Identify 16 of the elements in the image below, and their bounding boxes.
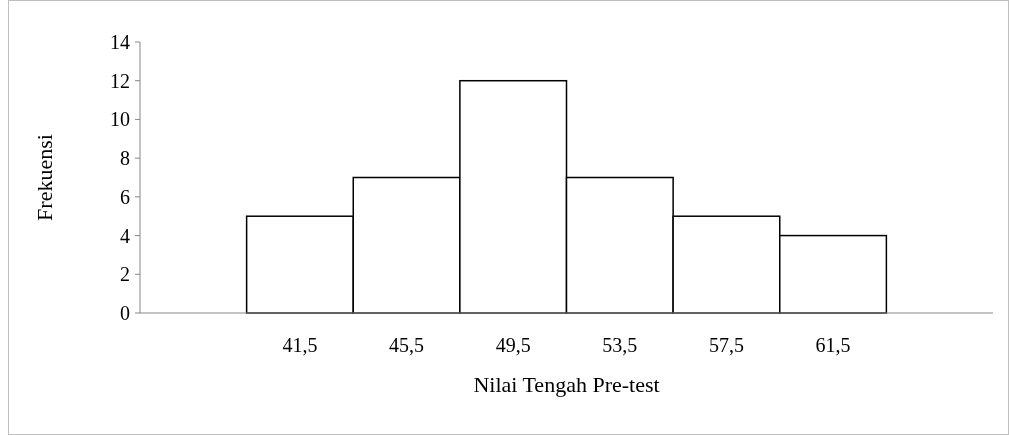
y-tick-label: 8: [120, 147, 130, 170]
x-tick-label: 45,5: [389, 334, 425, 356]
y-tick-label: 0: [120, 302, 130, 324]
y-tick-label: 10: [110, 108, 130, 131]
y-tick-label: 12: [110, 69, 130, 92]
y-tick-label: 6: [120, 185, 130, 208]
y-tick-label: 14: [110, 31, 130, 53]
x-axis-title: Nilai Tengah Pre-test: [473, 372, 660, 397]
y-tick-label: 2: [120, 263, 130, 286]
x-tick-label: 61,5: [815, 334, 851, 356]
y-tick-label: 4: [120, 224, 130, 247]
x-tick-label: 53,5: [602, 334, 638, 356]
x-tick-label: 41,5: [282, 334, 318, 356]
x-tick-label: 49,5: [495, 334, 531, 356]
x-tick-label: 57,5: [708, 334, 744, 356]
y-axis-title: Frekuensi: [32, 134, 57, 221]
